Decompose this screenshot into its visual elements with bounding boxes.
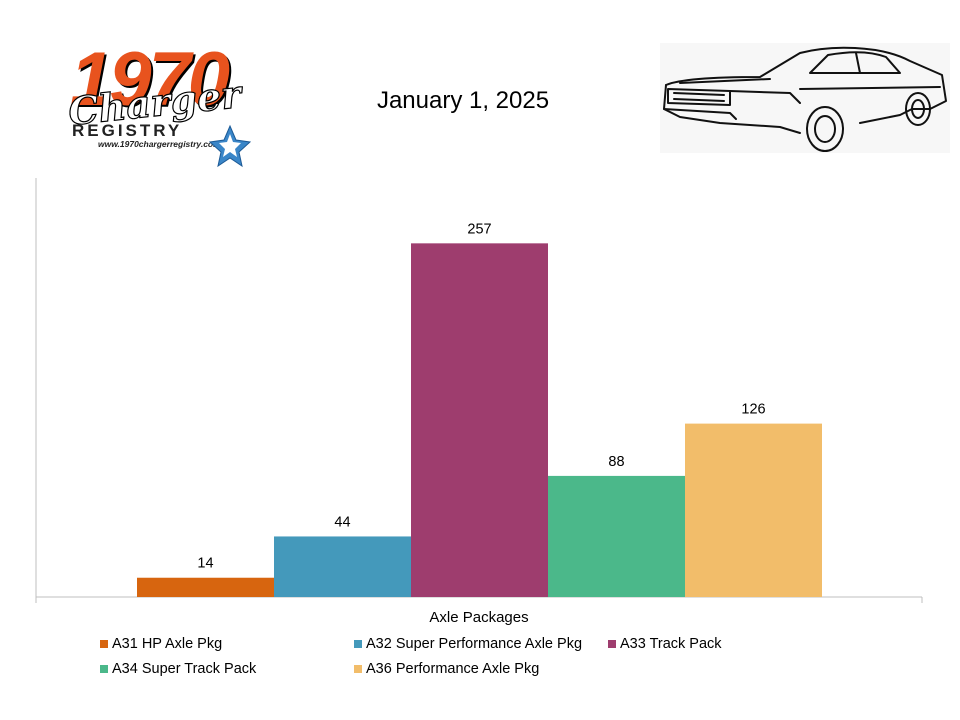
legend-label-5: A36 Performance Axle Pkg bbox=[366, 661, 540, 677]
charger-car-illustration bbox=[660, 43, 950, 153]
logo-registry: REGISTRY bbox=[72, 121, 183, 140]
bar-4 bbox=[548, 475, 685, 597]
legend-swatch-5 bbox=[354, 665, 362, 673]
bar-value-label-2: 44 bbox=[334, 514, 350, 530]
data-labels-group: 14 44 257 88 126 bbox=[197, 221, 765, 571]
legend-swatch-2 bbox=[354, 640, 362, 648]
legend-label-1: A31 HP Axle Pkg bbox=[112, 636, 223, 652]
bar-3 bbox=[411, 243, 548, 598]
legend-swatch-4 bbox=[100, 665, 108, 673]
legend-item-1: A31 HP Axle Pkg bbox=[100, 636, 222, 652]
registry-logo: 1970 Charger REGISTRY www.1970chargerreg… bbox=[60, 42, 310, 172]
pentastar-icon bbox=[208, 124, 252, 168]
x-axis-category-label: Axle Packages bbox=[429, 609, 528, 626]
bar-value-label-4: 88 bbox=[608, 454, 624, 470]
bars-group bbox=[137, 243, 822, 598]
legend-label-4: A34 Super Track Pack bbox=[112, 661, 257, 677]
date-title: January 1, 2025 bbox=[376, 87, 550, 114]
bar-value-label-5: 126 bbox=[741, 402, 765, 418]
legend-item-5: A36 Performance Axle Pkg bbox=[354, 661, 539, 677]
bar-value-label-3: 257 bbox=[467, 221, 491, 237]
legend-item-4: A34 Super Track Pack bbox=[100, 661, 256, 677]
bar-2 bbox=[274, 536, 411, 597]
bar-1 bbox=[137, 577, 274, 597]
legend-label-3: A33 Track Pack bbox=[620, 636, 722, 652]
legend-label-2: A32 Super Performance Axle Pkg bbox=[366, 636, 583, 652]
bar-5 bbox=[685, 423, 822, 597]
bar-value-label-1: 14 bbox=[197, 556, 213, 572]
logo-url: www.1970chargerregistry.com/ bbox=[98, 139, 224, 149]
chart-legend: A31 HP Axle Pkg A32 Super Performance Axl… bbox=[100, 636, 800, 682]
logo-year: 1970 bbox=[70, 37, 230, 122]
legend-swatch-3 bbox=[608, 640, 616, 648]
legend-swatch-1 bbox=[100, 640, 108, 648]
legend-item-3: A33 Track Pack bbox=[608, 636, 722, 652]
legend-item-2: A32 Super Performance Axle Pkg bbox=[354, 636, 582, 652]
